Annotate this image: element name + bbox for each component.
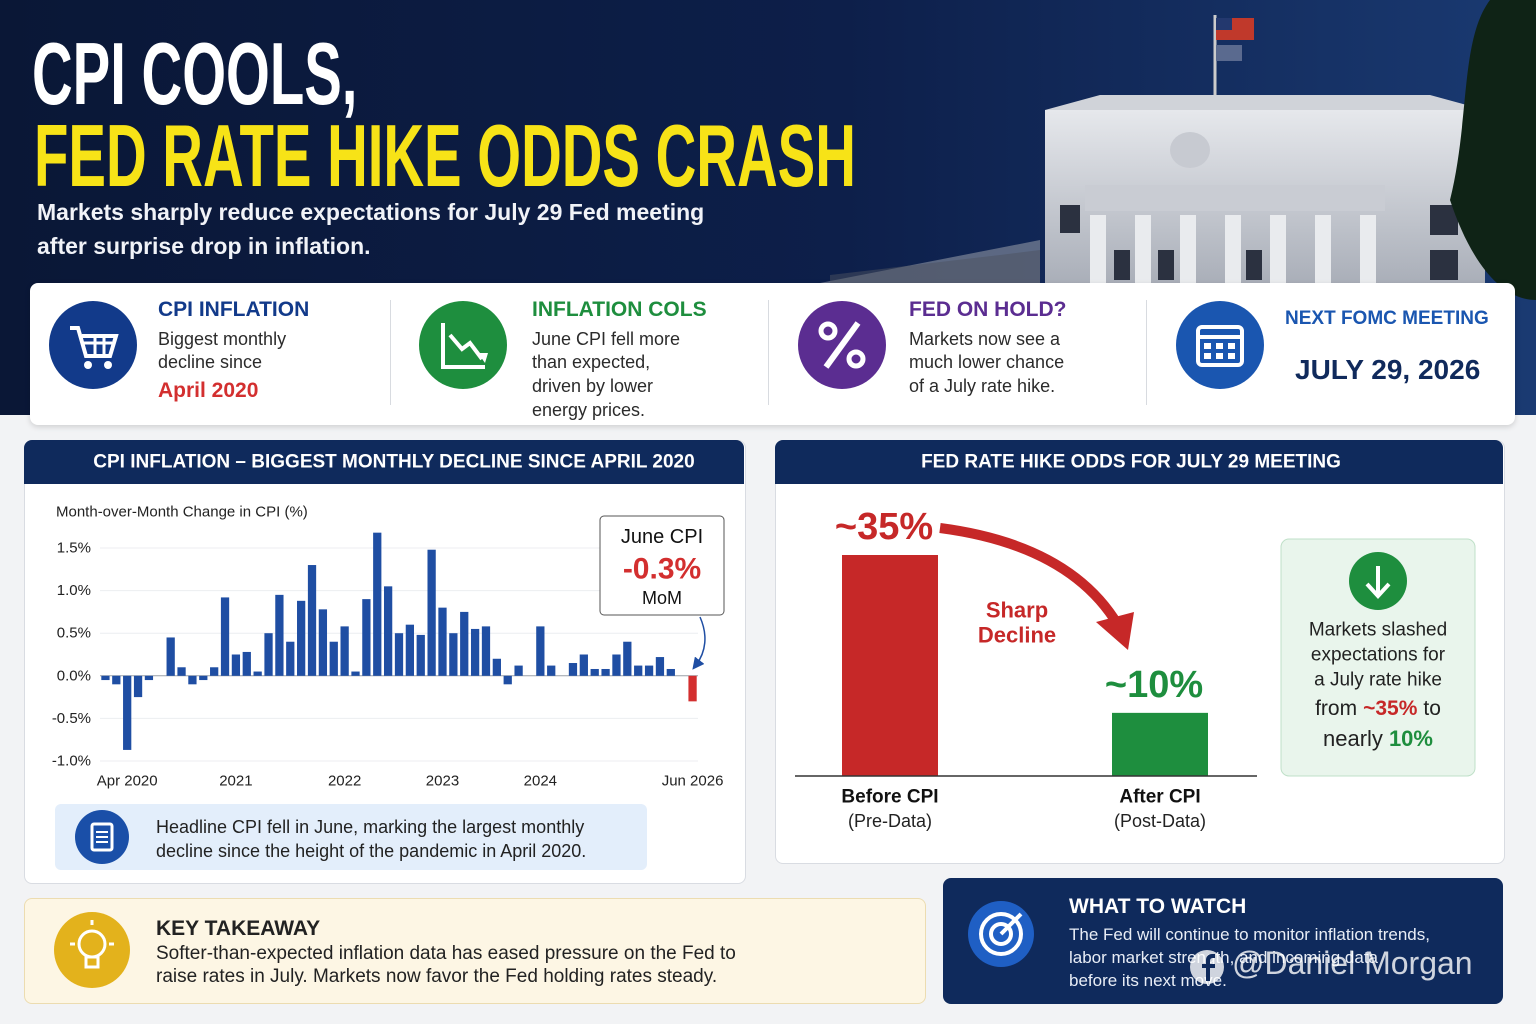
- watch-text: before its next move.: [1069, 971, 1227, 990]
- cpi-note: Headline CPI fell in June, marking the l…: [156, 817, 585, 837]
- card-text: Biggest monthly: [158, 329, 287, 349]
- meeting-date: JULY 29, 2026: [1295, 354, 1481, 385]
- subtitle: after surprise drop in inflation.: [37, 233, 371, 259]
- watch-title: WHAT TO WATCH: [1069, 895, 1247, 918]
- takeaway-text: raise rates in July. Markets now favor t…: [156, 966, 718, 987]
- card-text: decline since: [158, 352, 263, 372]
- card-text: than expected,: [532, 352, 651, 372]
- card-text: Markets now see a: [909, 329, 1061, 349]
- takeaway-icon: [54, 912, 130, 988]
- card-text: of a July rate hike.: [909, 376, 1056, 396]
- takeaway-title: KEY TAKEAWAY: [156, 917, 321, 940]
- subtitle: Markets sharply reduce expectations for …: [37, 199, 705, 225]
- card-highlight: April 2020: [158, 379, 259, 402]
- cpi-note-box: [55, 804, 647, 870]
- watch-text: The Fed will continue to monitor inflati…: [1069, 925, 1430, 944]
- card-text: driven by lower: [532, 376, 654, 396]
- divider: [390, 300, 391, 405]
- card-text: June CPI fell more: [532, 329, 681, 349]
- title-line-2: FED RATE HIKE ODDS CRASH: [34, 106, 856, 205]
- summary-strip: [30, 283, 1515, 425]
- title-line-1: CPI COOLS,: [32, 24, 358, 123]
- card-title: INFLATION COLS: [532, 298, 707, 321]
- card-title: FED ON HOLD?: [909, 298, 1067, 321]
- card-icons: [49, 301, 1264, 389]
- odds-panel: [775, 440, 1505, 864]
- watermark: @Daniel Morgan: [1232, 945, 1473, 981]
- building-illustration: [820, 0, 1536, 300]
- card-text: energy prices.: [532, 400, 646, 420]
- card-title: NEXT FOMC MEETING: [1285, 308, 1489, 329]
- note-icon: [75, 810, 129, 864]
- card-text: much lower chance: [909, 352, 1065, 372]
- card-title: CPI INFLATION: [158, 298, 310, 321]
- takeaway-box: [24, 898, 926, 1004]
- watch-icon: [968, 901, 1034, 967]
- cpi-note: decline since the height of the pandemic…: [156, 841, 587, 861]
- watermark-logo: [1190, 950, 1224, 984]
- divider: [1146, 300, 1147, 405]
- divider: [768, 300, 769, 405]
- watch-box: [943, 878, 1503, 1004]
- watch-text: labor market strength, and incoming data: [1069, 948, 1379, 967]
- takeaway-text: Softer-than-expected inflation data has …: [156, 943, 736, 964]
